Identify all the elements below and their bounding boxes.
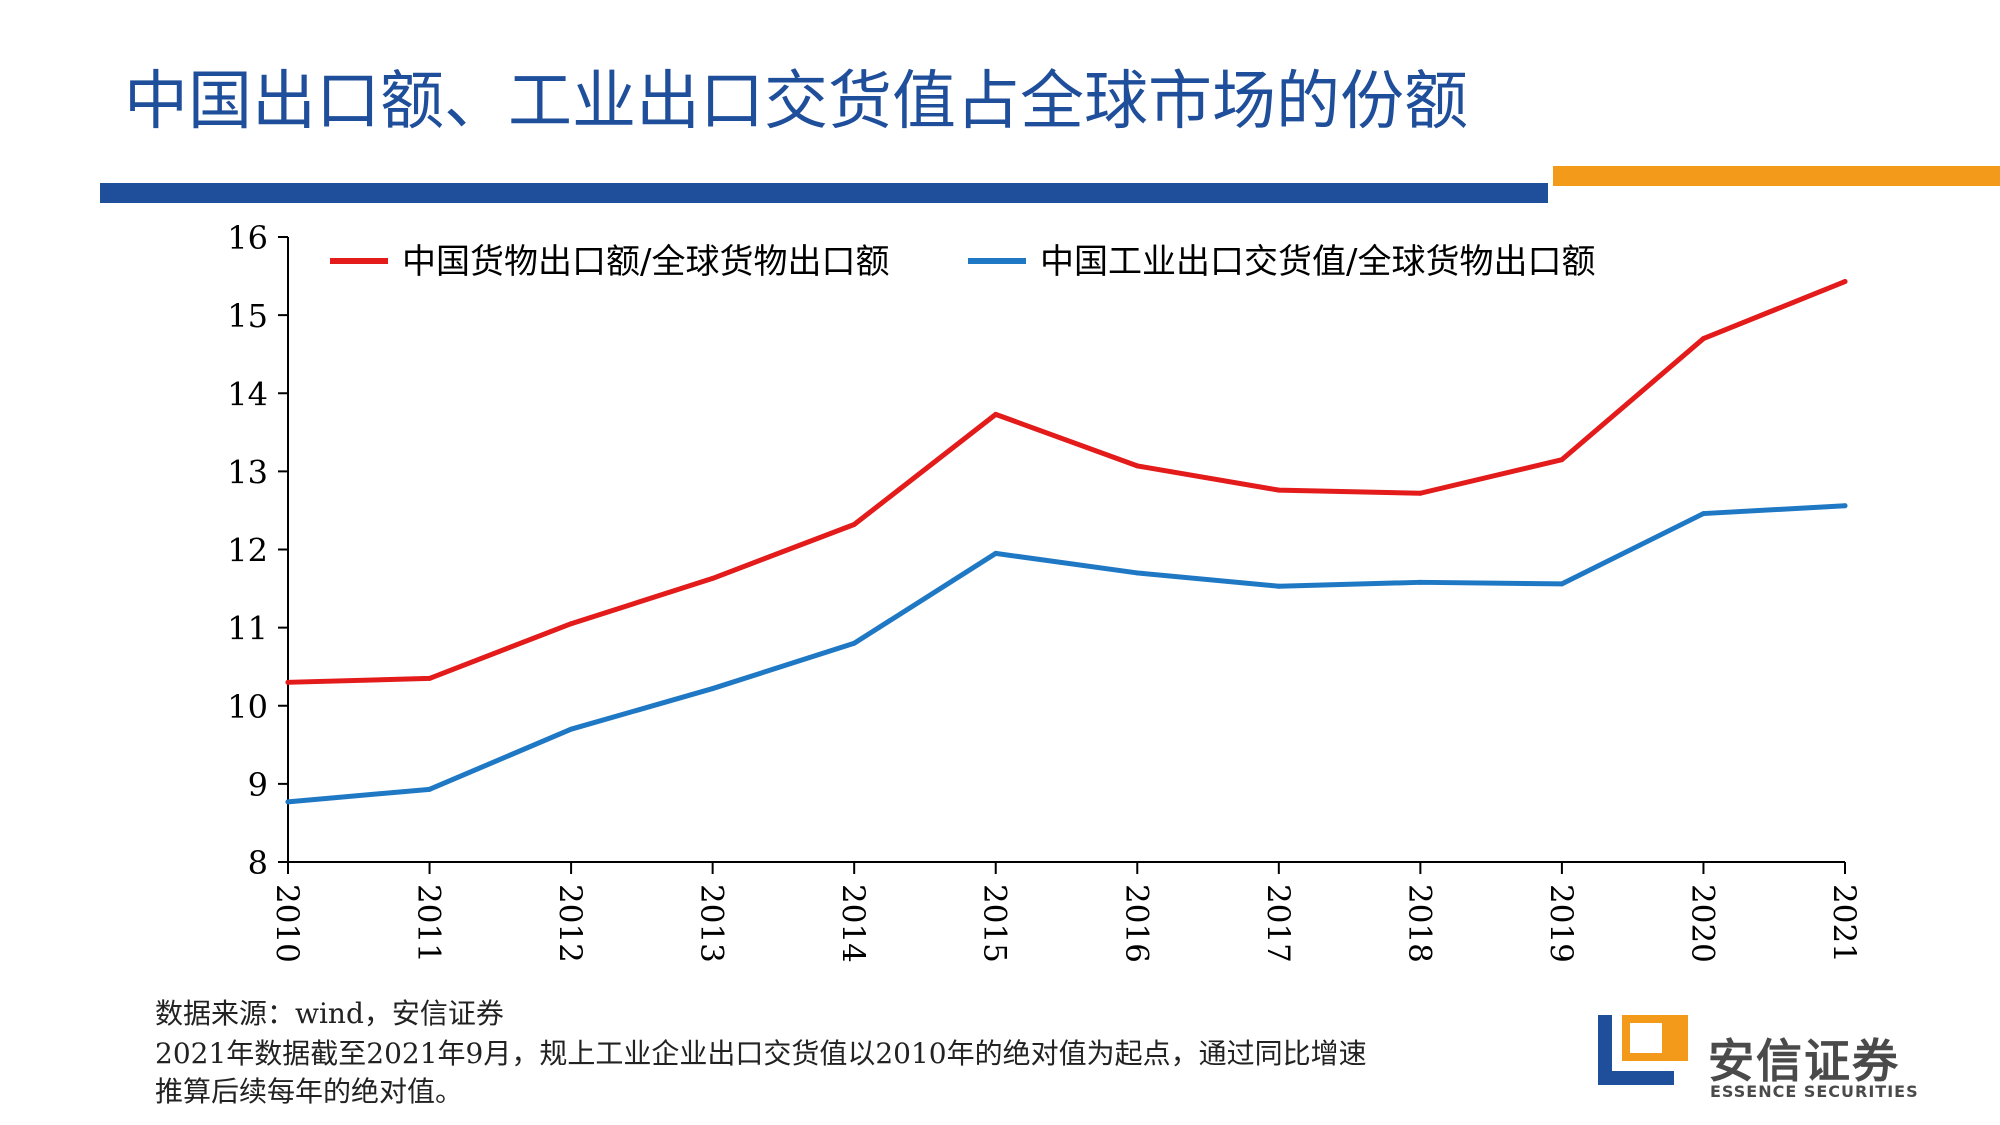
- data-point-series-2: [568, 726, 574, 732]
- x-tick-label: 2016: [1118, 884, 1154, 963]
- data-point-series-2: [993, 550, 999, 556]
- legend-label-2: 中国工业出口交货值/全球货物出口额: [1040, 242, 1595, 282]
- data-point-series-1: [1700, 336, 1706, 342]
- y-tick-label: 8: [248, 844, 268, 882]
- data-point-series-1: [710, 575, 716, 581]
- series-line-1: [285, 279, 1848, 685]
- title-underline-orange: [1553, 166, 2000, 186]
- data-point-series-1: [568, 621, 574, 627]
- page-title: 中国出口额、工业出口交货值占全球市场的份额: [124, 65, 1468, 139]
- x-tick-label: 2021: [1826, 884, 1862, 963]
- data-point-series-2: [427, 786, 433, 792]
- x-tick-label: 2014: [835, 884, 871, 963]
- logo-chinese-text: 安信证券: [1708, 1034, 1900, 1088]
- data-point-series-2: [1417, 579, 1423, 585]
- logo-english-text: ESSENCE SECURITIES: [1710, 1082, 1919, 1101]
- x-tick-label: 2015: [977, 884, 1013, 963]
- data-point-series-2: [1276, 583, 1282, 589]
- data-point-series-2: [1842, 503, 1848, 509]
- footnote-line-1: 2021年数据截至2021年9月，规上工业企业出口交货值以2010年的绝对值为起…: [155, 1037, 1367, 1070]
- x-tick-label: 2020: [1684, 884, 1720, 963]
- data-point-series-2: [1700, 511, 1706, 517]
- data-point-series-1: [1559, 457, 1565, 463]
- y-tick-label: 11: [227, 610, 268, 648]
- data-point-series-1: [851, 522, 857, 527]
- data-point-series-2: [851, 640, 857, 646]
- y-tick-label: 9: [248, 766, 268, 804]
- x-tick-label: 2018: [1401, 884, 1437, 963]
- data-point-series-2: [1134, 570, 1140, 576]
- y-tick-label: 15: [227, 297, 268, 335]
- data-point-series-2: [710, 686, 716, 692]
- source-note: 数据来源：wind，安信证券: [155, 997, 504, 1030]
- x-tick-label: 2010: [269, 884, 305, 963]
- y-tick-label: 12: [227, 532, 268, 570]
- y-tick-label: 16: [227, 219, 268, 257]
- data-point-series-1: [1842, 279, 1848, 285]
- x-tick-label: 2011: [411, 884, 447, 963]
- title-underline-blue: [100, 183, 1548, 203]
- x-tick-label: 2013: [694, 884, 730, 963]
- x-tick-label: 2019: [1543, 884, 1579, 963]
- data-point-series-1: [427, 675, 433, 681]
- data-point-series-2: [285, 799, 291, 805]
- x-tick-label: 2017: [1260, 884, 1296, 963]
- data-point-series-1: [1276, 487, 1282, 493]
- x-tick-label: 2012: [552, 884, 588, 963]
- data-point-series-2: [1559, 581, 1565, 587]
- y-tick-label: 13: [227, 453, 268, 491]
- data-point-series-1: [1134, 463, 1140, 469]
- series-line-2: [285, 503, 1848, 805]
- footnote-line-2: 推算后续每年的绝对值。: [155, 1075, 464, 1108]
- logo-icon: [1598, 1015, 1688, 1085]
- y-tick-label: 10: [227, 688, 268, 726]
- data-point-series-1: [993, 411, 999, 417]
- legend-label-1: 中国货物出口额/全球货物出口额: [402, 242, 889, 282]
- data-point-series-1: [1417, 490, 1423, 496]
- data-point-series-1: [285, 679, 291, 685]
- y-tick-label: 14: [227, 375, 268, 413]
